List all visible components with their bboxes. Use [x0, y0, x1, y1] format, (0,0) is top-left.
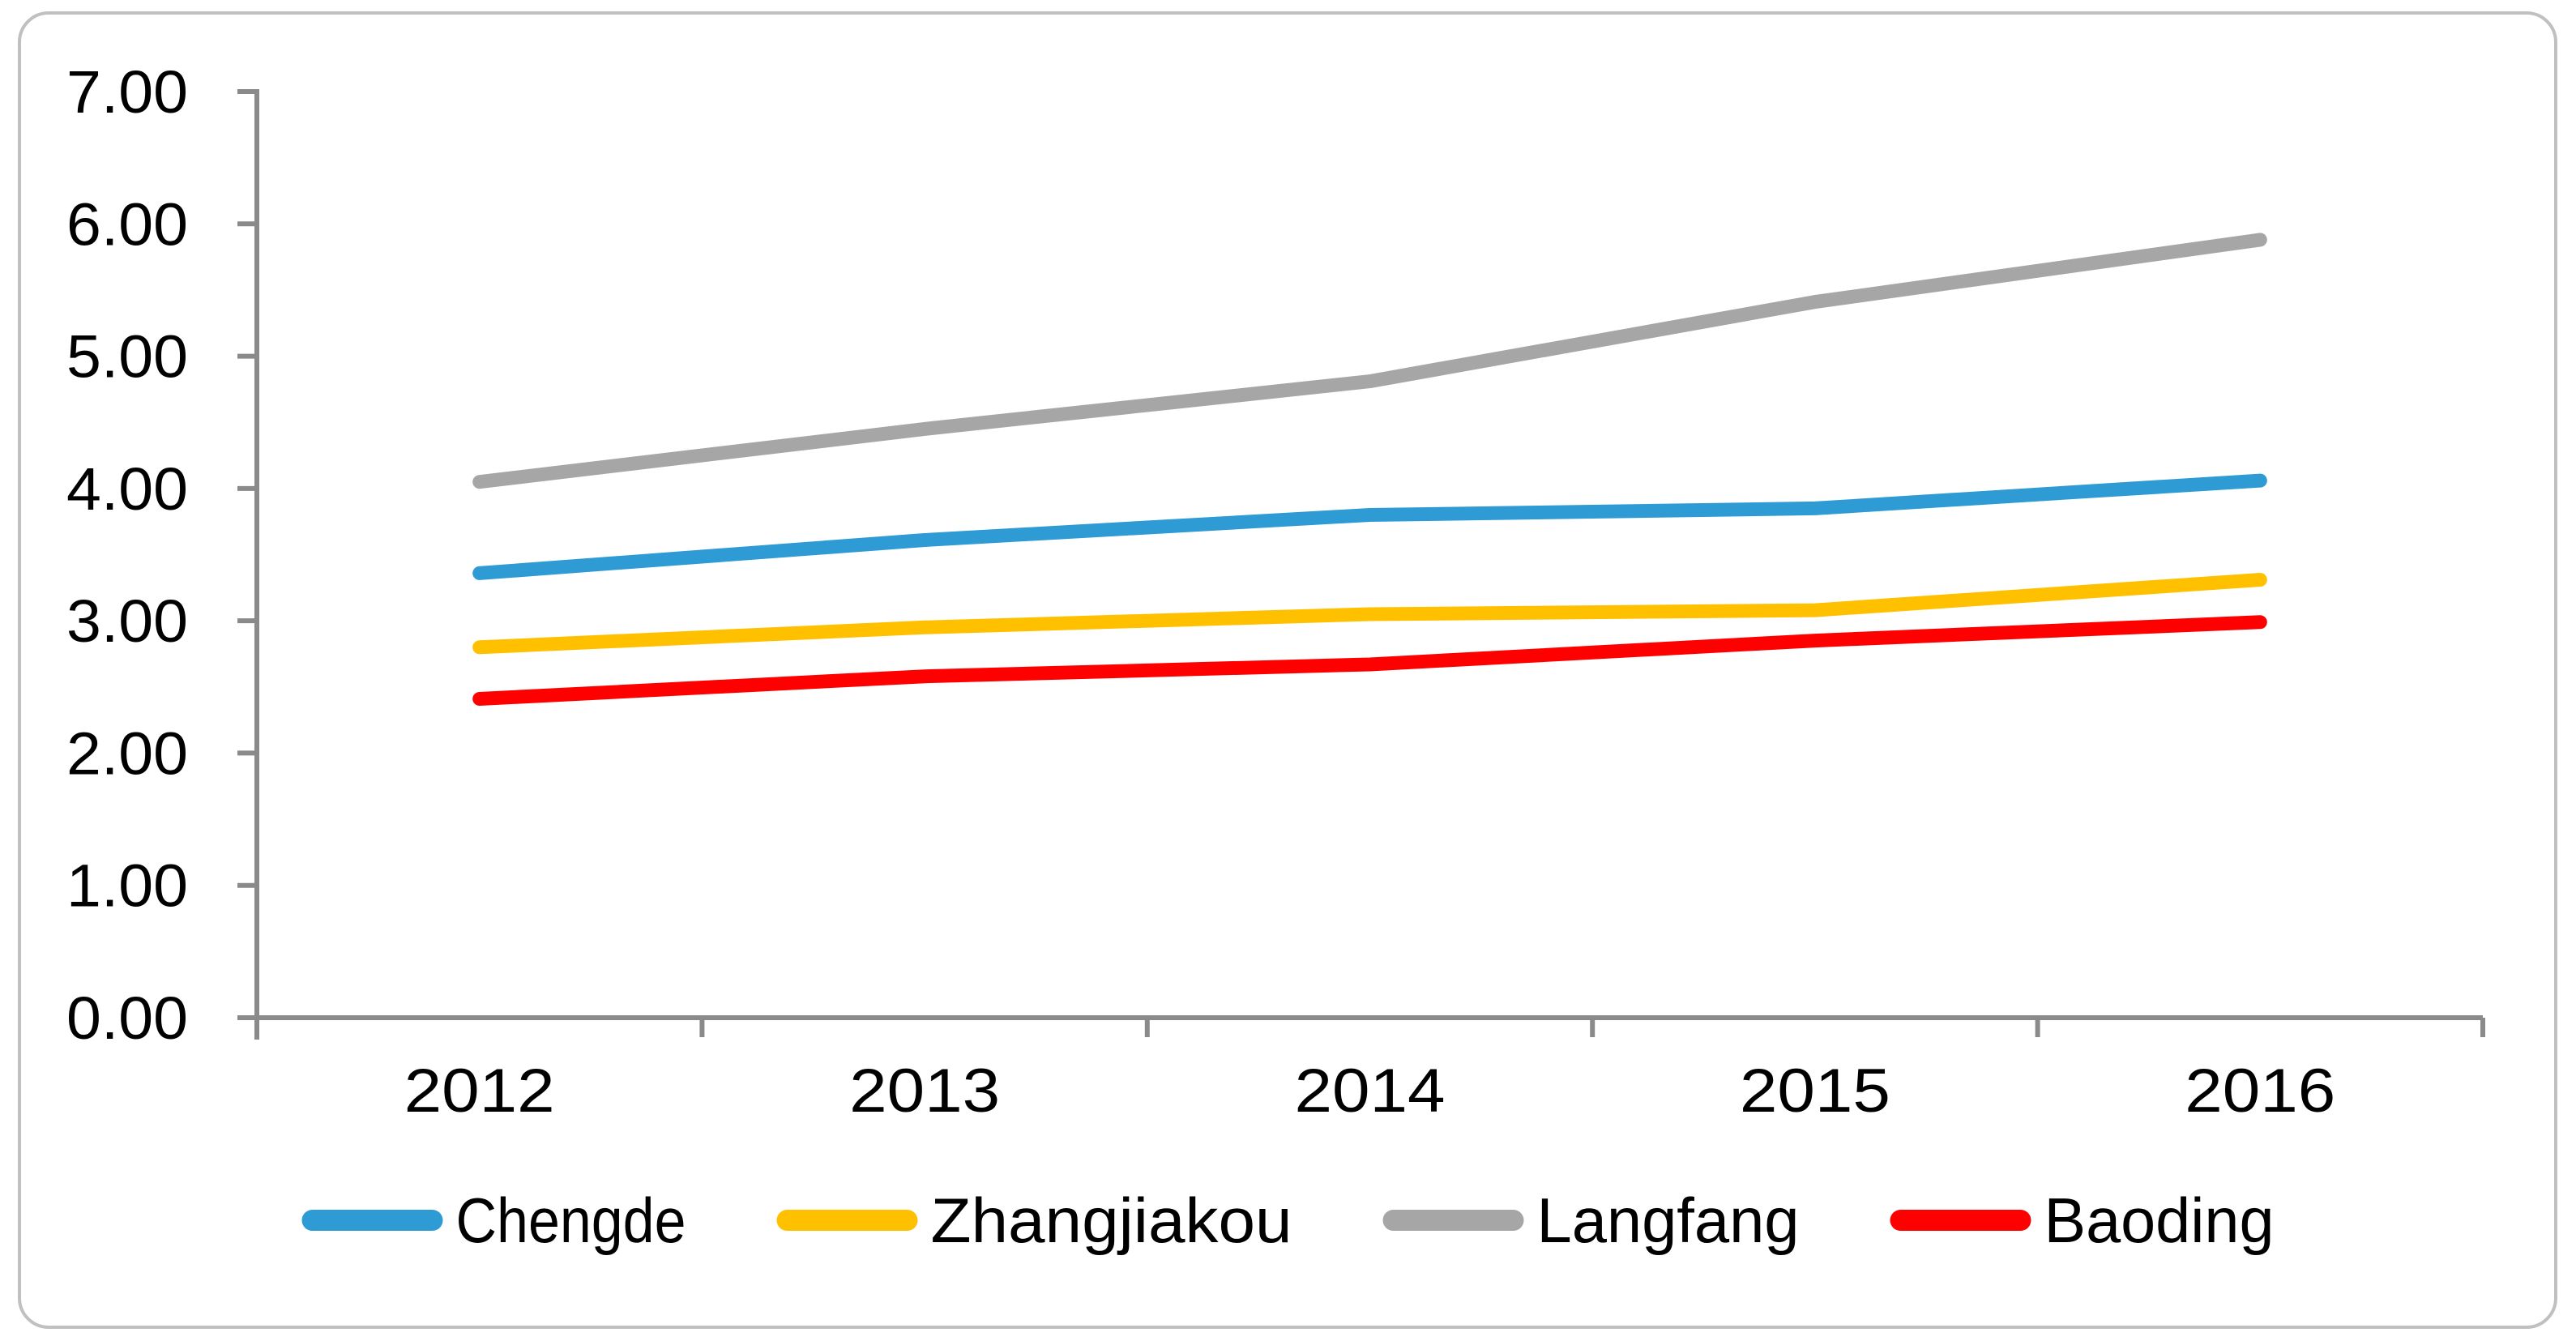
x-axis-label: 2012	[404, 1057, 555, 1125]
x-axis-label: 2016	[2185, 1057, 2335, 1125]
legend-label: Chengde	[456, 1185, 686, 1256]
series-line-baoding[interactable]	[472, 615, 2267, 706]
series-line-langfang[interactable]	[472, 233, 2267, 489]
series-line-chengde[interactable]	[472, 473, 2267, 580]
legend-label: Baoding	[2044, 1185, 2275, 1256]
y-axis-label: 7.00	[66, 58, 188, 126]
y-axis-label: 2.00	[66, 720, 188, 787]
y-axis-label: 6.00	[66, 190, 188, 258]
y-axis-label: 3.00	[66, 587, 188, 655]
axes	[237, 89, 2485, 1040]
y-axis-label: 4.00	[66, 455, 188, 523]
legend-item-baoding[interactable]: Baoding	[1890, 1185, 2275, 1256]
y-axis-label: 5.00	[66, 323, 188, 391]
legend-label: Zhangjiakou	[931, 1185, 1292, 1256]
x-axis-label: 2014	[1295, 1057, 1446, 1125]
legend-label: Langfang	[1537, 1185, 1800, 1256]
y-axis-label: 1.00	[66, 852, 188, 920]
series-line-zhangjiakou[interactable]	[472, 573, 2267, 655]
legend-item-zhangjiakou[interactable]: Zhangjiakou	[776, 1185, 1292, 1256]
x-axis-label: 2015	[1740, 1057, 1890, 1125]
chart-border	[18, 11, 2557, 1329]
x-axis-label: 2013	[849, 1057, 1000, 1125]
legend-item-langfang[interactable]: Langfang	[1382, 1185, 1800, 1256]
y-axis-label: 0.00	[66, 984, 188, 1052]
legend-item-chengde[interactable]: Chengde	[301, 1185, 686, 1256]
